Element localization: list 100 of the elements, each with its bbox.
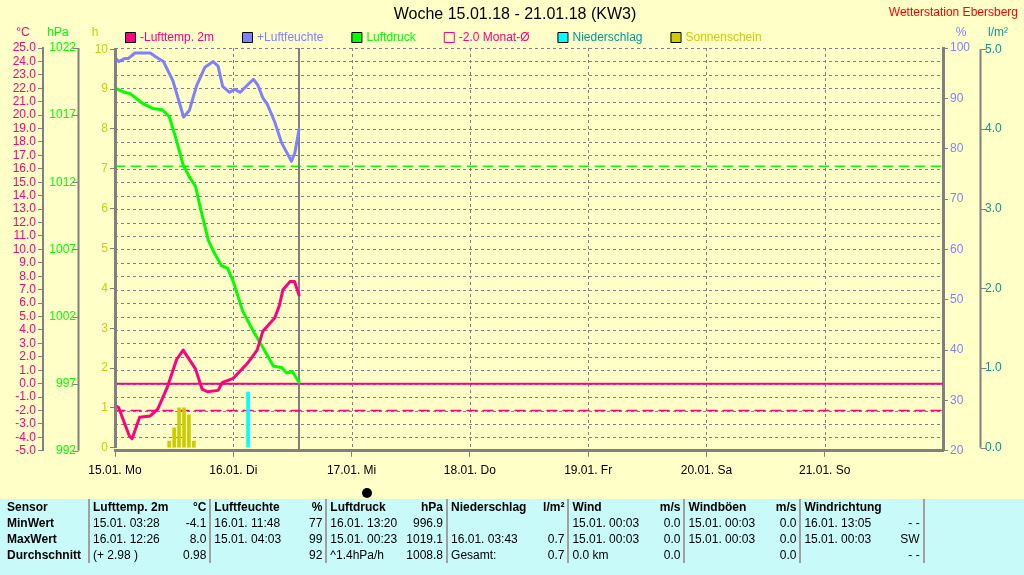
y-tick-label: 15.0 xyxy=(12,174,37,189)
legend-label: -2.0 Monat-Ø xyxy=(458,30,530,45)
y-tick-label: 6 xyxy=(101,200,109,215)
legend-label: Luftdruck xyxy=(366,30,417,45)
y2-tick-label: 30 xyxy=(950,392,964,407)
text: 16.01. 03:43 xyxy=(451,532,518,546)
y2-tick-label: 40 xyxy=(950,342,964,357)
text: 1008.8 xyxy=(406,548,444,562)
text: SW xyxy=(900,532,920,546)
text: 15.01. 00:03 xyxy=(688,516,756,530)
y2-tick-label: 60 xyxy=(950,241,964,256)
text: Lufttemp. 2m xyxy=(93,500,169,514)
y3-tick-label: 1002 xyxy=(49,308,77,323)
y-tick-label: 2.0 xyxy=(19,349,37,364)
text: 0.0 xyxy=(663,516,681,530)
y-tick-label: 12.0 xyxy=(12,214,37,229)
y-tick-label: 23.0 xyxy=(12,67,37,82)
text: 0.7 xyxy=(547,532,565,546)
text: Niederschlag xyxy=(451,500,527,514)
y2-axis-title: l/m² xyxy=(988,25,1008,40)
y2-axis-title: % xyxy=(955,25,967,40)
y3-tick-label: 1022 xyxy=(49,40,77,55)
legend-label: Sonnenschein xyxy=(685,30,762,45)
y-tick-label: 5 xyxy=(101,240,109,255)
y-tick-label: 19.0 xyxy=(12,120,37,135)
y-axis-title: h xyxy=(91,25,99,40)
text: 16.01. 13:05 xyxy=(804,516,872,530)
y3-tick-label: 1012 xyxy=(49,174,77,189)
text: m/s xyxy=(775,500,797,514)
y3-tick-label: 992 xyxy=(55,443,77,458)
y2-tick-label: 4.0 xyxy=(985,121,1003,136)
text: 0.0 km xyxy=(572,548,609,562)
text: 996.9 xyxy=(413,516,444,530)
y-tick-label: -5.0 xyxy=(15,443,37,458)
text: 0.0 xyxy=(779,516,797,530)
y-tick-label: 13.0 xyxy=(12,201,37,216)
y-tick-label: 14.0 xyxy=(12,188,37,203)
y-tick-label: -1.0 xyxy=(15,389,37,404)
x-tick-label: 20.01. Sa xyxy=(680,463,733,478)
y-tick-label: 3 xyxy=(101,320,109,335)
y-tick-label: 20.0 xyxy=(12,107,37,122)
y-tick-label: 16.0 xyxy=(12,161,37,176)
y-tick-label: 8.0 xyxy=(19,268,37,283)
y2-tick-label: 3.0 xyxy=(985,200,1003,215)
y-tick-label: 4 xyxy=(101,280,109,295)
text: 0.0 xyxy=(663,548,681,562)
x-tick-label: 18.01. Do xyxy=(443,463,497,478)
text: 1019.1 xyxy=(406,532,444,546)
text: Wind xyxy=(572,500,602,514)
y2-tick-label: 50 xyxy=(950,292,964,307)
y2-tick-label: 2.0 xyxy=(985,280,1003,295)
y-tick-label: 24.0 xyxy=(12,53,37,68)
y-tick-label: 21.0 xyxy=(12,94,37,109)
y-tick-label: 1 xyxy=(101,400,109,415)
y-tick-label: 0.0 xyxy=(19,375,37,390)
text: Gesamt: xyxy=(451,548,497,562)
text: Windrichtung xyxy=(804,500,882,514)
text: 0.7 xyxy=(547,548,565,562)
y-tick-label: 8 xyxy=(101,121,109,136)
chart-title: Woche 15.01.18 - 21.01.18 (KW3) xyxy=(393,5,637,23)
text: 15.01. 00:23 xyxy=(330,532,398,546)
text: 15.01. 00:03 xyxy=(688,532,756,546)
y3-tick-label: 1017 xyxy=(49,107,77,122)
x-tick-label: 15.01. Mo xyxy=(88,463,143,478)
text: (+ 2.98 ) xyxy=(93,548,139,562)
legend-label: Niederschlag xyxy=(572,30,643,45)
text: 16.01. 11:48 xyxy=(214,516,281,530)
y-tick-label: 11.0 xyxy=(13,228,37,243)
y3-tick-label: 1007 xyxy=(49,241,77,256)
y-tick-label: 7.0 xyxy=(19,281,37,296)
y2-tick-label: 90 xyxy=(950,90,964,105)
text: - - xyxy=(908,548,920,562)
y2-tick-label: 5.0 xyxy=(985,41,1003,56)
y-tick-label: 10 xyxy=(94,41,109,56)
y-tick-label: 7 xyxy=(101,161,109,176)
text: 16.01. 13:20 xyxy=(330,516,398,530)
text: Wetterstation Ebersberg xyxy=(888,5,1018,20)
text: 0.0 xyxy=(779,532,797,546)
y2-tick-label: 1.0 xyxy=(985,360,1003,375)
text: 15.01. 03:28 xyxy=(93,516,160,530)
text: 15.01. 00:03 xyxy=(804,532,872,546)
y2-tick-label: 100 xyxy=(950,40,971,55)
y3-tick-label: 997 xyxy=(55,375,77,390)
y-tick-label: -3.0 xyxy=(15,416,37,431)
text: Durchschnitt xyxy=(7,548,82,562)
text: m/s xyxy=(659,500,681,514)
text: Sensor xyxy=(7,500,48,514)
text: 0.0 xyxy=(779,548,797,562)
text: 92 xyxy=(308,548,323,562)
text: 0.0 xyxy=(663,532,681,546)
x-tick-label: 17.01. Mi xyxy=(326,463,377,478)
y-axis-title: °C xyxy=(16,25,31,40)
text: 0.98 xyxy=(182,548,207,562)
text: 8.0 xyxy=(189,532,207,546)
y-tick-label: 3.0 xyxy=(19,335,37,350)
y2-tick-label: 20 xyxy=(950,443,964,458)
text: hPa xyxy=(421,500,444,514)
x-tick-label: 21.01. So xyxy=(799,463,851,478)
text: ^1.4hPa/h xyxy=(330,548,385,562)
y-tick-label: 22.0 xyxy=(12,80,37,95)
